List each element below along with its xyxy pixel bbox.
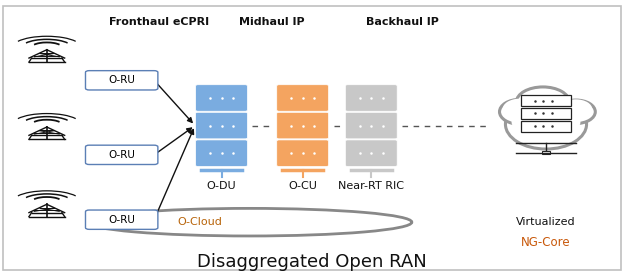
Text: Virtualized: Virtualized	[516, 217, 576, 227]
FancyBboxPatch shape	[277, 112, 328, 139]
Bar	[521, 108, 571, 119]
FancyBboxPatch shape	[85, 210, 158, 229]
Bar	[521, 95, 571, 106]
Ellipse shape	[520, 90, 565, 115]
FancyBboxPatch shape	[3, 6, 621, 270]
Bar	[521, 121, 571, 132]
Text: O-DU: O-DU	[207, 181, 236, 191]
Ellipse shape	[557, 100, 595, 124]
Text: Near-RT RIC: Near-RT RIC	[338, 181, 404, 191]
FancyBboxPatch shape	[346, 140, 397, 166]
Text: NG-Core: NG-Core	[521, 236, 571, 250]
Text: O-Cloud: O-Cloud	[177, 217, 222, 227]
FancyBboxPatch shape	[346, 112, 397, 139]
Ellipse shape	[505, 99, 587, 149]
FancyBboxPatch shape	[277, 85, 328, 111]
Ellipse shape	[503, 99, 537, 119]
Ellipse shape	[560, 99, 592, 119]
Text: O-CU: O-CU	[288, 181, 317, 191]
Ellipse shape	[512, 103, 580, 140]
FancyBboxPatch shape	[85, 145, 158, 164]
FancyBboxPatch shape	[196, 112, 247, 139]
Ellipse shape	[87, 208, 412, 236]
Text: O-RU: O-RU	[108, 150, 135, 160]
FancyBboxPatch shape	[196, 85, 247, 111]
FancyBboxPatch shape	[346, 85, 397, 111]
Text: O-RU: O-RU	[108, 75, 135, 85]
FancyBboxPatch shape	[277, 140, 328, 166]
FancyBboxPatch shape	[196, 140, 247, 166]
Ellipse shape	[517, 87, 569, 117]
Ellipse shape	[500, 99, 540, 124]
Text: Backhaul IP: Backhaul IP	[366, 17, 439, 27]
Bar	[542, 151, 550, 154]
Text: Midhaul IP: Midhaul IP	[238, 17, 305, 27]
Text: Disaggregated Open RAN: Disaggregated Open RAN	[197, 253, 427, 271]
Text: O-RU: O-RU	[108, 215, 135, 225]
FancyBboxPatch shape	[85, 71, 158, 90]
Text: Fronthaul eCPRI: Fronthaul eCPRI	[109, 17, 209, 27]
